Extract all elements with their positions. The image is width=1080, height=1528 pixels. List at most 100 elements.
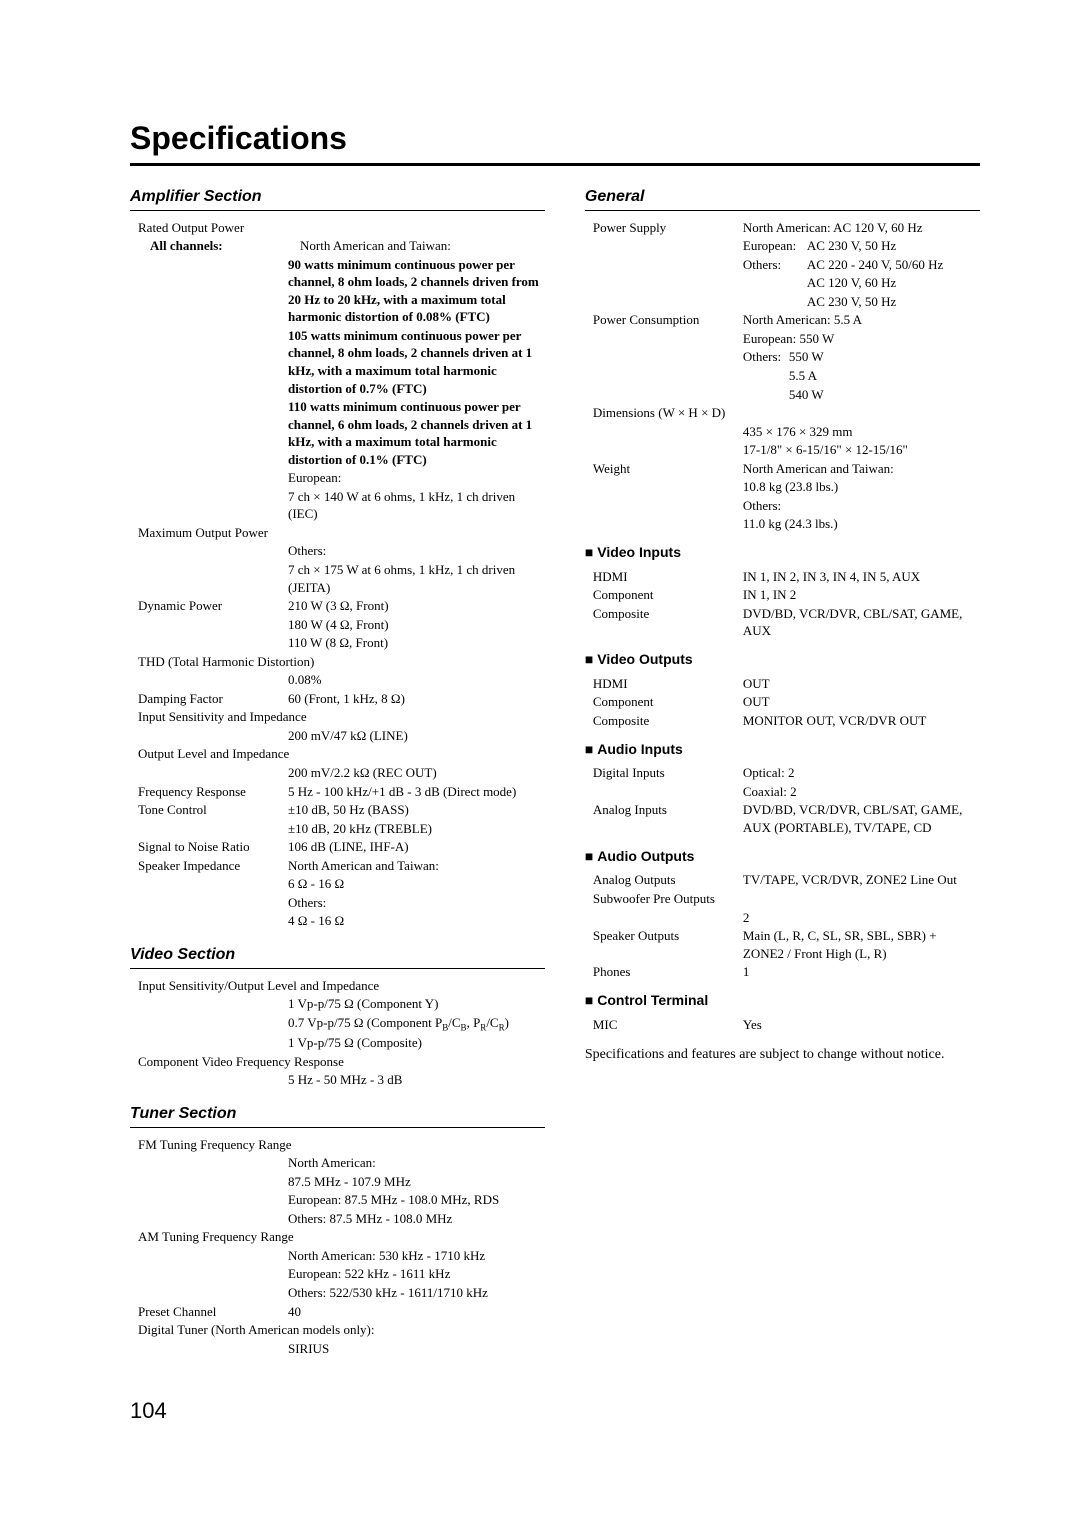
right-column: General Power Supply North American: AC … (585, 186, 980, 1358)
cvfr-val: 5 Hz - 50 MHz - 3 dB (288, 1071, 545, 1089)
section-tuner: Tuner Section (130, 1103, 545, 1128)
spec-105w: 105 watts minimum continuous power per c… (288, 327, 545, 397)
fm-eu: European: 87.5 MHz - 108.0 MHz, RDS (288, 1191, 545, 1209)
vout-comp-l: Component (593, 693, 743, 711)
weight-oth: 11.0 kg (24.3 lbs.) (743, 515, 980, 533)
ps-oth3: AC 230 V, 50 Hz (743, 293, 980, 311)
dtuner-label: Digital Tuner (North American models onl… (138, 1321, 375, 1339)
pc-eu: European: 550 W (743, 330, 980, 348)
dim-in: 17-1/8" × 6-15/16" × 12-15/16" (743, 441, 980, 459)
freq-resp-label: Frequency Response (138, 783, 288, 801)
tone-label: Tone Control (138, 801, 288, 819)
max-output-val: 7 ch × 175 W at 6 ohms, 1 kHz, 1 ch driv… (288, 561, 545, 596)
disclaimer: Specifications and features are subject … (585, 1045, 980, 1065)
subsection-video-inputs: Video Inputs (585, 543, 980, 562)
preset-label: Preset Channel (138, 1303, 288, 1321)
dyn-power-1: 210 W (3 Ω, Front) (288, 597, 545, 615)
snr-label: Signal to Noise Ratio (138, 838, 288, 856)
all-channels-label: All channels: (150, 237, 300, 255)
dim-label: Dimensions (W × H × D) (593, 404, 726, 422)
aout-an: TV/TAPE, VCR/DVR, ZONE2 Line Out (743, 871, 980, 889)
subsection-video-outputs: Video Outputs (585, 650, 980, 669)
ain-an-l: Analog Inputs (593, 801, 743, 836)
max-output-label: Maximum Output Power (138, 524, 268, 542)
am-label: AM Tuning Frequency Range (138, 1228, 294, 1246)
preset-val: 40 (288, 1303, 545, 1321)
section-general: General (585, 186, 980, 211)
ps-oth1: Others:AC 220 - 240 V, 50/60 Hz (743, 256, 980, 274)
ain-dig1: Optical: 2 (743, 764, 980, 782)
aout-ph-l: Phones (593, 963, 743, 981)
freq-resp-val: 5 Hz - 100 kHz/+1 dB - 3 dB (Direct mode… (288, 783, 545, 801)
am-na: North American: 530 kHz - 1710 kHz (288, 1247, 545, 1265)
aout-sub-l: Subwoofer Pre Outputs (593, 890, 715, 908)
thd-label: THD (Total Harmonic Distortion) (138, 653, 314, 671)
ain-dig2: Coaxial: 2 (743, 783, 980, 801)
dyn-power-2: 180 W (4 Ω, Front) (288, 616, 545, 634)
european-val: 7 ch × 140 W at 6 ohms, 1 kHz, 1 ch driv… (288, 488, 545, 523)
video-sens-label: Input Sensitivity/Output Level and Imped… (138, 977, 379, 995)
input-sens-label: Input Sensitivity and Impedance (138, 708, 307, 726)
spec-90w: 90 watts minimum continuous power per ch… (288, 256, 545, 326)
others-label-1: Others: (288, 542, 545, 560)
ain-an: DVD/BD, VCR/DVR, CBL/SAT, GAME, AUX (POR… (743, 801, 980, 836)
page-title: Specifications (130, 120, 980, 166)
spk-imp-label: Speaker Impedance (138, 857, 288, 875)
pc-label: Power Consumption (593, 311, 743, 329)
aout-ph: 1 (743, 963, 980, 981)
ctrl-mic: Yes (743, 1016, 980, 1034)
aout-spk: Main (L, R, C, SL, SR, SBL, SBR) + ZONE2… (743, 927, 980, 962)
na-taiwan-label: North American and Taiwan: (300, 237, 545, 255)
ain-dig-l: Digital Inputs (593, 764, 743, 782)
spk-imp-na-val: 6 Ω - 16 Ω (288, 875, 545, 893)
cvfr-label: Component Video Frequency Response (138, 1053, 344, 1071)
am-eu: European: 522 kHz - 1611 kHz (288, 1265, 545, 1283)
pc-na: North American: 5.5 A (743, 311, 980, 329)
weight-label: Weight (593, 460, 743, 478)
spk-imp-na: North American and Taiwan: (288, 857, 545, 875)
pc-oth2: 5.5 A (743, 367, 980, 385)
ps-label: Power Supply (593, 219, 743, 237)
section-video: Video Section (130, 944, 545, 969)
thd-val: 0.08% (288, 671, 545, 689)
weight-na: 10.8 kg (23.8 lbs.) (743, 478, 980, 496)
damping-val: 60 (Front, 1 kHz, 8 Ω) (288, 690, 545, 708)
dyn-power-label: Dynamic Power (138, 597, 288, 615)
spk-imp-others-val: 4 Ω - 16 Ω (288, 912, 545, 930)
pc-oth1: Others:550 W (743, 348, 980, 366)
damping-label: Damping Factor (138, 690, 288, 708)
weight-oth-l: Others: (743, 497, 980, 515)
vin-comp: IN 1, IN 2 (743, 586, 980, 604)
fm-oth: Others: 87.5 MHz - 108.0 MHz (288, 1210, 545, 1228)
vin-hdmi-l: HDMI (593, 568, 743, 586)
video-s1: 1 Vp-p/75 Ω (Component Y) (288, 995, 545, 1013)
vout-comp: OUT (743, 693, 980, 711)
vin-cv-l: Composite (593, 605, 743, 640)
snr-val: 106 dB (LINE, IHF-A) (288, 838, 545, 856)
tone-bass: ±10 dB, 50 Hz (BASS) (288, 801, 545, 819)
vout-cv-l: Composite (593, 712, 743, 730)
content-columns: Amplifier Section Rated Output Power All… (130, 186, 980, 1358)
vin-cv: DVD/BD, VCR/DVR, CBL/SAT, GAME, AUX (743, 605, 980, 640)
video-s2: 0.7 Vp-p/75 Ω (Component PB/CB, PR/CR) (288, 1014, 545, 1034)
vin-hdmi: IN 1, IN 2, IN 3, IN 4, IN 5, AUX (743, 568, 980, 586)
fm-label: FM Tuning Frequency Range (138, 1136, 291, 1154)
vout-hdmi: OUT (743, 675, 980, 693)
spec-110w: 110 watts minimum continuous power per c… (288, 398, 545, 468)
am-oth: Others: 522/530 kHz - 1611/1710 kHz (288, 1284, 545, 1302)
pc-oth3: 540 W (743, 386, 980, 404)
ps-oth2: AC 120 V, 60 Hz (743, 274, 980, 292)
dtuner-val: SIRIUS (288, 1340, 545, 1358)
ps-eu: European:AC 230 V, 50 Hz (743, 237, 980, 255)
spk-imp-others: Others: (288, 894, 545, 912)
subsection-audio-inputs: Audio Inputs (585, 740, 980, 759)
aout-spk-l: Speaker Outputs (593, 927, 743, 962)
weight-na-l: North American and Taiwan: (743, 460, 980, 478)
dyn-power-3: 110 W (8 Ω, Front) (288, 634, 545, 652)
dim-mm: 435 × 176 × 329 mm (743, 423, 980, 441)
section-amplifier: Amplifier Section (130, 186, 545, 211)
tone-treble: ±10 dB, 20 kHz (TREBLE) (288, 820, 545, 838)
aout-an-l: Analog Outputs (593, 871, 743, 889)
ctrl-mic-l: MIC (593, 1016, 743, 1034)
page-number: 104 (130, 1398, 980, 1424)
